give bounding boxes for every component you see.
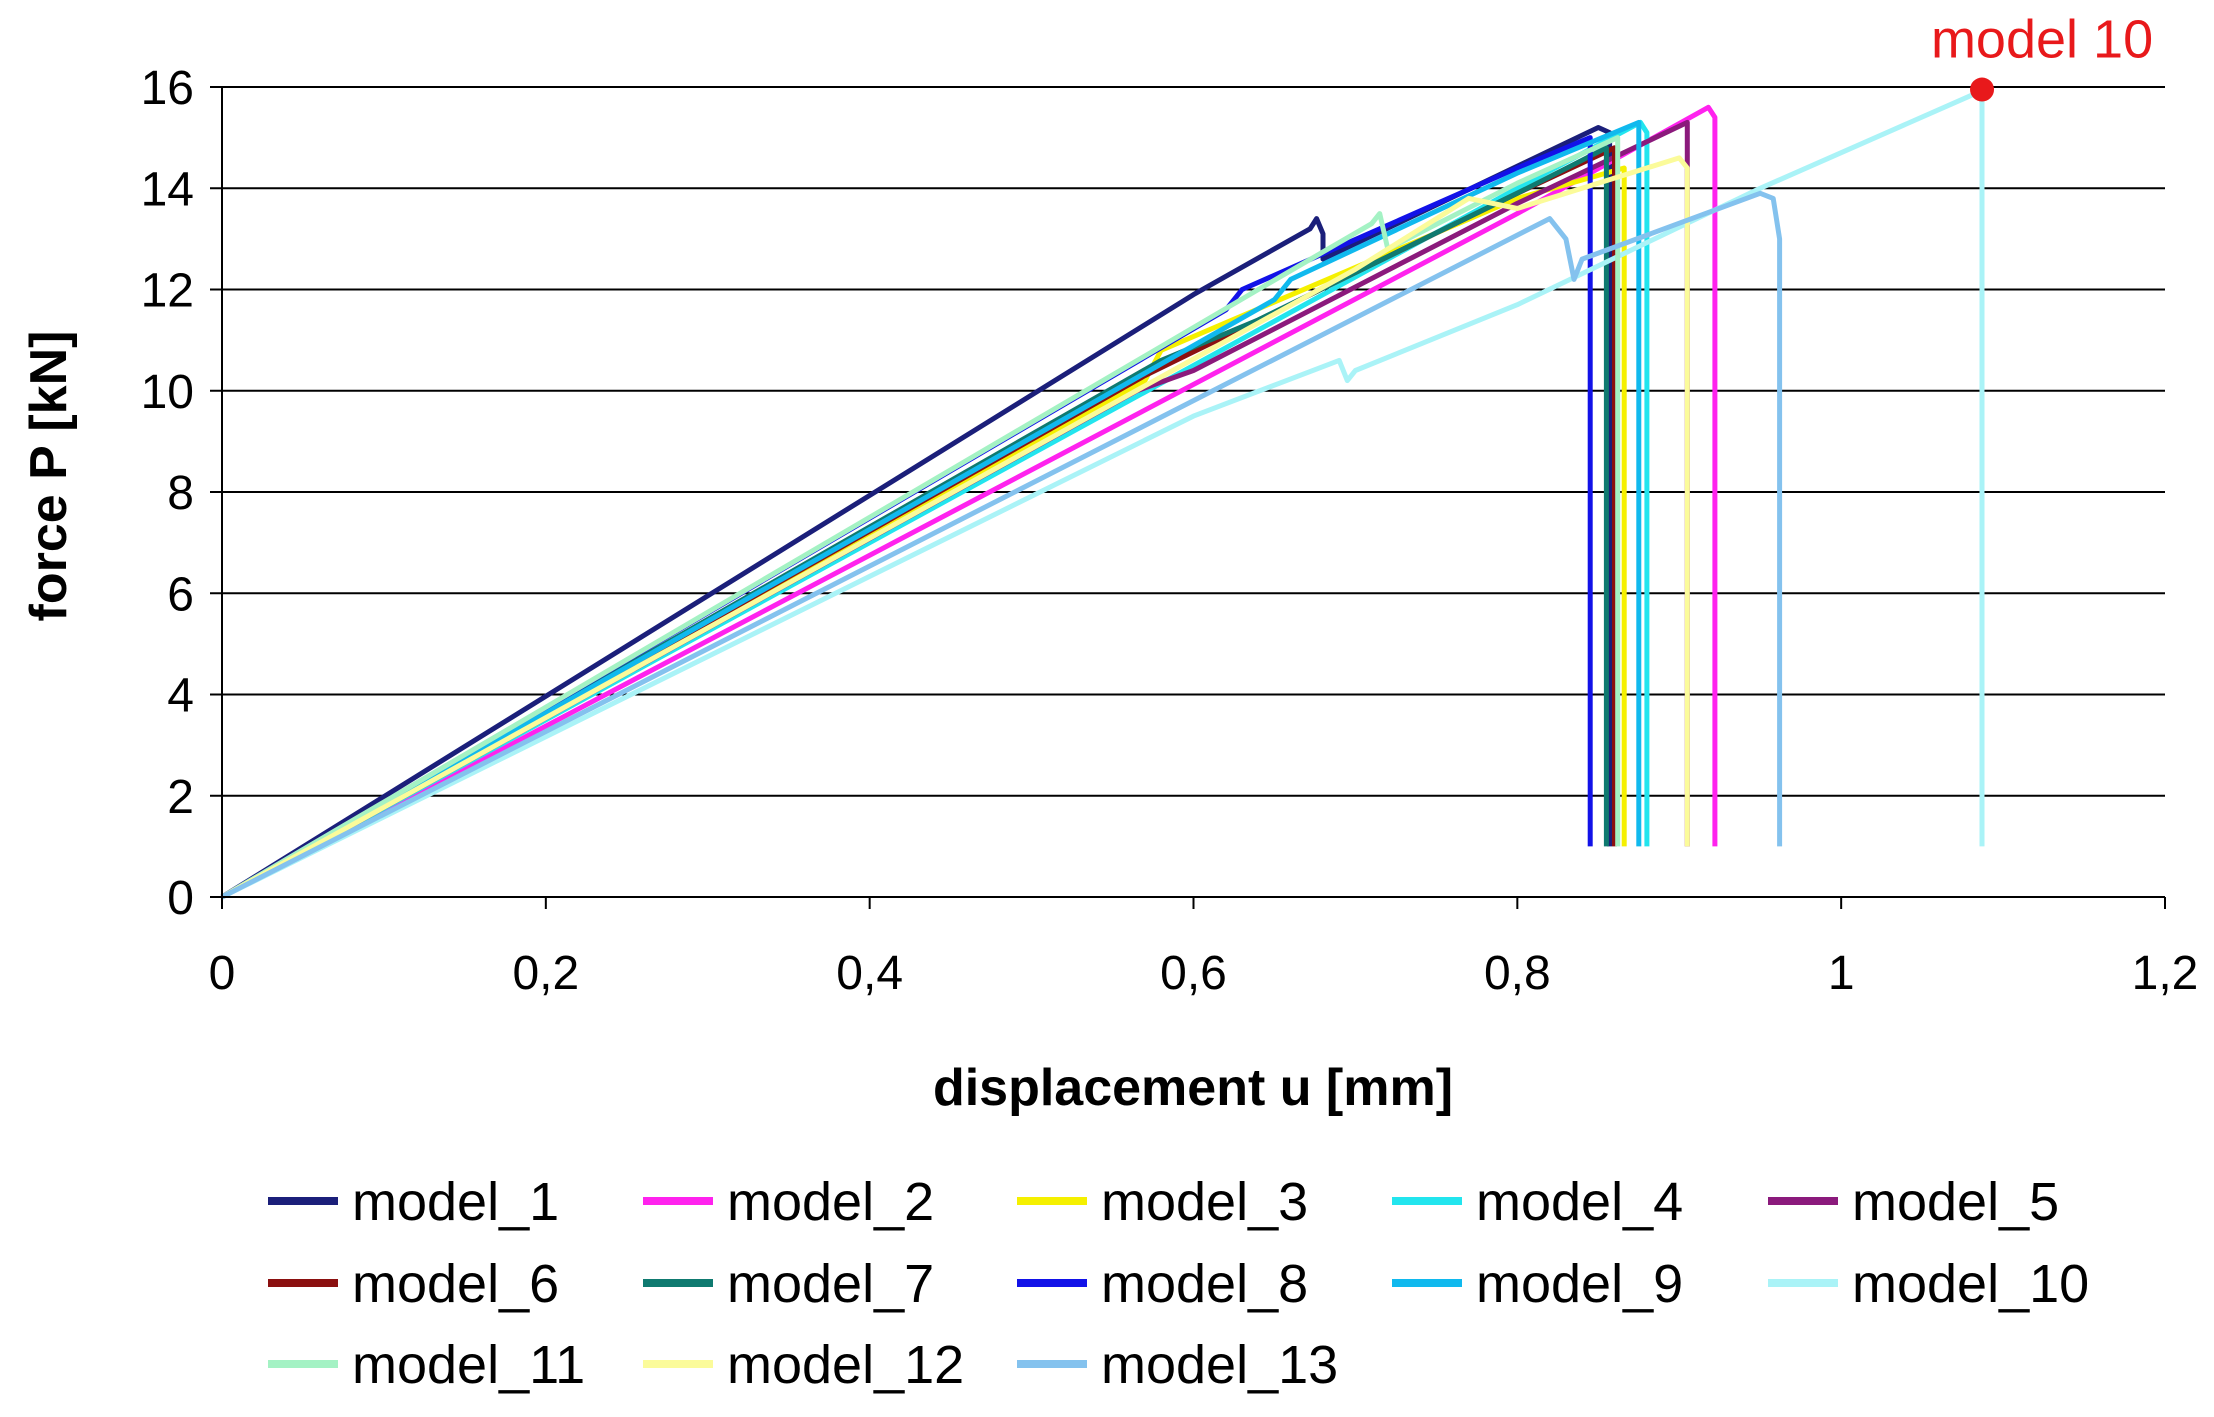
x-tick-label: 0,6	[1160, 947, 1227, 1000]
series-lines	[220, 89, 1985, 900]
series-line-model-1	[220, 125, 1613, 900]
legend-label-model-8: model_8	[1101, 1254, 1308, 1314]
y-axis-title: force P [kN]	[20, 331, 78, 622]
tick-labels: 0 2 4 6 8 10 12 14 16 0 0,2 0,4 0,6 0,8 1 1,2	[141, 62, 2199, 1000]
series-line-model-10	[220, 89, 1985, 900]
legend-label-model-11: model_11	[352, 1335, 585, 1395]
legend-label-model-6: model_6	[352, 1254, 559, 1314]
series-line-model-9	[220, 119, 1642, 900]
y-tick-label: 0	[167, 872, 194, 925]
axes	[210, 86, 2166, 909]
y-tick-label: 4	[167, 670, 194, 723]
legend-label-model-7: model_7	[727, 1254, 934, 1314]
annotation-marker	[1970, 77, 1995, 102]
legend-label-model-9: model_9	[1476, 1254, 1683, 1314]
series-line-model-11	[220, 135, 1621, 900]
model-10-annotation: model 10	[1931, 10, 2153, 102]
legend-label-model-1: model_1	[352, 1172, 559, 1232]
x-tick-label: 0,4	[836, 947, 903, 1000]
series-line-model-12	[220, 155, 1690, 900]
legend-label-model-12: model_12	[727, 1335, 964, 1395]
y-tick-label: 10	[141, 366, 194, 419]
legend-label-model-3: model_3	[1101, 1172, 1308, 1232]
x-axis-title: displacement u [mm]	[933, 1059, 1453, 1117]
y-tick-label: 16	[141, 62, 194, 115]
legend-label-model-4: model_4	[1476, 1172, 1683, 1232]
series-line-model-13	[220, 190, 1783, 900]
y-tick-label: 8	[167, 467, 194, 520]
y-tick-label: 2	[167, 771, 194, 824]
series-line-model-2	[220, 104, 1718, 900]
y-tick-label: 6	[167, 568, 194, 621]
x-tick-label: 1	[1828, 947, 1855, 1000]
y-tick-label: 12	[141, 265, 194, 318]
grid-lines	[222, 86, 2165, 797]
legend-label-model-13: model_13	[1101, 1335, 1338, 1395]
y-tick-label: 14	[141, 163, 194, 216]
x-tick-label: 0	[209, 947, 236, 1000]
annotation-label: model 10	[1931, 10, 2153, 70]
series-line-model-3	[220, 165, 1627, 900]
legend: model_1 model_2 model_3 model_4 model_5model…	[268, 1172, 2089, 1395]
x-tick-label: 1,2	[2132, 947, 2199, 1000]
x-tick-label: 0,8	[1484, 947, 1551, 1000]
legend-label-model-5: model_5	[1852, 1172, 2059, 1232]
legend-label-model-10: model_10	[1852, 1254, 2089, 1314]
x-tick-label: 0,2	[512, 947, 579, 1000]
legend-label-model-2: model_2	[727, 1172, 934, 1232]
